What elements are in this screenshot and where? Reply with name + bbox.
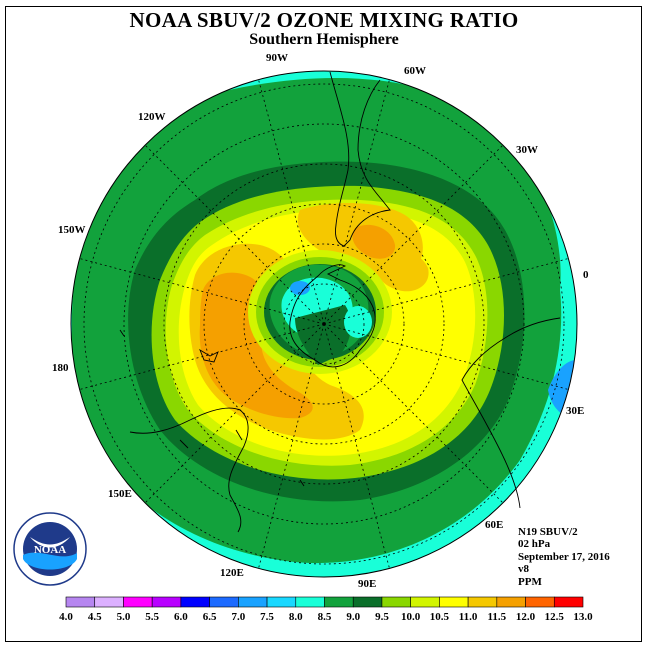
meridian-line: [323, 323, 504, 504]
colorbar-swatch: [180, 596, 210, 608]
field-band-11.5: [199, 272, 313, 419]
colorbar-tick-label: 11.0: [459, 611, 478, 623]
meridian-line: [323, 79, 390, 325]
lon-label-0: 0: [583, 269, 589, 281]
field-spot-10.5-east: [387, 356, 423, 388]
coast-south-america: [329, 71, 391, 247]
meridian-line: [258, 323, 325, 569]
colorbar-swatch: [266, 596, 297, 608]
field-band-11.5-north: [352, 224, 396, 259]
coast-africa: [461, 317, 561, 509]
meridian-line: [323, 144, 504, 325]
colorbar-swatch: [467, 596, 498, 608]
lon-label-30w: 30W: [516, 144, 538, 156]
colorbar-tick-label: 6.5: [203, 611, 217, 623]
meridian-line: [144, 323, 325, 504]
info-date: September 17, 2016: [518, 550, 610, 563]
colorbar-tick-label: 10.5: [430, 611, 450, 623]
coast-australia: [129, 407, 249, 533]
field-band-11.0-east: [375, 249, 429, 292]
colorbar-tick-label: 12.5: [545, 611, 565, 623]
meridian-line: [258, 79, 325, 325]
colorbar-swatch: [352, 596, 383, 608]
colorbar-swatch: [123, 596, 153, 608]
colorbar-tick-label: 6.0: [174, 611, 188, 623]
meridian-line: [79, 258, 325, 325]
info-units: PPM: [518, 575, 542, 588]
meridian-line: [79, 323, 325, 390]
lon-label-150w: 150W: [58, 224, 86, 236]
coast-new-zealand: [199, 348, 219, 363]
map-title: NOAA SBUV/2 OZONE MIXING RATIO: [129, 8, 519, 32]
colorbar-tick-label: 8.0: [289, 611, 303, 623]
info-block: N19 SBUV/2 02 hPa September 17, 2016 v8 …: [518, 526, 610, 588]
colorbar-swatch: [553, 596, 584, 608]
noaa-logo: NOAA: [13, 512, 87, 586]
meridian-line: [323, 258, 569, 325]
lon-label-90w: 90W: [266, 52, 288, 64]
lon-label-30e: 30E: [566, 405, 585, 417]
latitude-circle: [203, 203, 445, 445]
info-pressure: 02 hPa: [518, 538, 551, 551]
lon-label-60e: 60E: [485, 519, 504, 531]
ozone-field: [71, 71, 577, 577]
figure-frame: [5, 6, 642, 642]
colorbar-swatch: [496, 596, 526, 608]
colorbar-tick-label: 7.5: [260, 611, 274, 623]
colorbar-swatch: [238, 596, 268, 608]
lon-label-120e: 120E: [220, 567, 244, 579]
lon-label-150e: 150E: [108, 488, 132, 500]
coast-islands: [119, 329, 305, 487]
colorbar-tick-label: 13.0: [573, 611, 593, 623]
colorbar-tick-label: 10.0: [401, 611, 421, 623]
colorbar-tick-label: 5.5: [145, 611, 159, 623]
latitude-circle: [83, 83, 565, 565]
logo-bird: [30, 537, 70, 548]
latitude-circle: [243, 243, 405, 405]
meridian-line: [323, 323, 390, 569]
globe-outline: [70, 70, 578, 578]
meridian-line: [323, 323, 569, 390]
colorbar-tick-label: 11.5: [488, 611, 507, 623]
colorbar-tick-label: 7.0: [231, 611, 245, 623]
colorbar-tick-label: 12.0: [516, 611, 536, 623]
colorbar-swatch: [381, 596, 411, 608]
field-spot-7.0: [290, 281, 310, 295]
coast-antarctica: [289, 264, 376, 368]
info-version: v8: [518, 563, 529, 576]
colorbar-swatch: [439, 596, 469, 608]
colorbar-tick-label: 4.5: [88, 611, 102, 623]
latitude-circle: [123, 123, 525, 525]
latitude-circle: [163, 163, 485, 485]
colorbar-swatch: [295, 596, 325, 608]
map-subtitle: Southern Hemisphere: [249, 31, 399, 48]
colorbar-swatch: [65, 596, 96, 608]
lon-label-120w: 120W: [138, 111, 166, 123]
colorbar-swatch: [151, 596, 182, 608]
colorbar-tick-label: 8.5: [318, 611, 332, 623]
logo-text: NOAA: [34, 544, 66, 556]
info-satellite: N19 SBUV/2: [518, 526, 578, 538]
lon-label-180: 180: [52, 362, 69, 374]
coastlines: [119, 71, 561, 533]
colorbar-tick-label: 5.0: [117, 611, 131, 623]
colorbar-swatch: [94, 596, 124, 608]
logo-wave: [23, 552, 77, 570]
lon-label-90e: 90E: [358, 578, 377, 590]
graticule: [79, 79, 569, 569]
colorbar-tick-label: 9.0: [346, 611, 360, 623]
colorbar: 4.0 4.5 5.0 5.5 6.0 6.5 7.0 7.5 8.0 8.5 9.0 9.5 10.0…: [59, 596, 593, 623]
colorbar-tick-label: 4.0: [59, 611, 73, 623]
lon-label-60w: 60W: [404, 65, 426, 77]
colorbar-swatch: [324, 596, 354, 608]
meridian-line: [144, 144, 325, 325]
field-spot-8.0-east: [344, 306, 372, 338]
colorbar-tick-label: 9.5: [375, 611, 389, 623]
colorbar-swatch: [525, 596, 555, 608]
latitude-circle: [283, 283, 365, 365]
colorbar-swatch: [209, 596, 239, 608]
colorbar-swatch: [410, 596, 440, 608]
